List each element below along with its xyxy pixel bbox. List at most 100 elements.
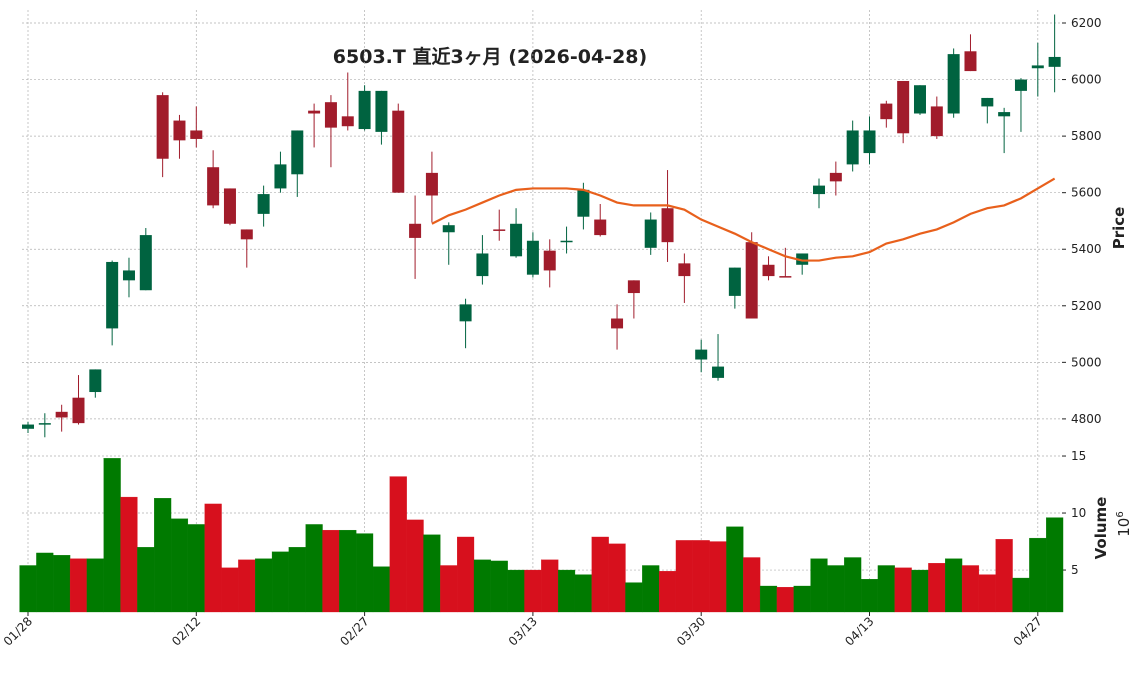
volume-bar <box>675 540 693 613</box>
candle-body <box>947 54 960 114</box>
volume-bar <box>154 498 172 613</box>
volume-bar <box>793 585 811 613</box>
volume-axis-label: Volume <box>1092 497 1110 560</box>
candle-body <box>240 229 253 240</box>
candle-body <box>22 424 34 429</box>
candle-body <box>291 130 304 175</box>
volume-bar <box>356 533 374 613</box>
candle-body <box>425 172 438 196</box>
y-tick-label: 5800 <box>1071 129 1102 143</box>
volume-bar <box>440 565 458 613</box>
x-tick-label: 04/13 <box>842 614 876 648</box>
volume-bar <box>961 565 980 613</box>
candle-body <box>829 172 842 182</box>
y-tick-label: 5000 <box>1071 355 1102 369</box>
candle-body <box>813 185 826 195</box>
moving-average-line <box>431 177 1056 262</box>
candle-body <box>493 229 506 231</box>
volume-bar <box>911 569 929 613</box>
y-tick-label: 6000 <box>1071 73 1102 87</box>
volume-bar <box>137 547 155 613</box>
volume-bar <box>170 518 189 613</box>
volume-bar <box>541 559 559 613</box>
candle-body <box>762 264 775 277</box>
volume-bar <box>372 566 390 613</box>
volume-bar <box>238 559 256 613</box>
candle-body <box>207 167 220 206</box>
volume-bar <box>19 565 37 613</box>
candle-body <box>880 103 893 120</box>
candle-body <box>913 85 926 114</box>
candle-body <box>897 80 910 134</box>
volume-bar <box>406 519 424 613</box>
candle-body <box>981 97 994 107</box>
offset-exponent: 6 <box>1115 511 1126 517</box>
candle-body <box>375 90 388 132</box>
volume-bar <box>928 563 946 613</box>
candle-body <box>38 423 51 425</box>
x-tick-label: 04/27 <box>1011 614 1045 648</box>
volume-bar <box>608 543 626 613</box>
candle-body <box>324 102 337 128</box>
volume-offset: 106 <box>1115 511 1133 536</box>
candle-body <box>274 164 287 189</box>
candle-body <box>611 318 624 329</box>
volume-bar <box>507 569 525 613</box>
volume-bar <box>69 558 88 613</box>
candle-body <box>409 223 422 238</box>
candle-body <box>964 51 977 72</box>
volume-bar <box>187 524 205 613</box>
x-tick-label: 02/12 <box>169 614 203 648</box>
volume-bar <box>389 476 407 613</box>
volume-bar <box>776 586 794 613</box>
x-tick-label: 01/28 <box>1 614 35 648</box>
candle-body <box>1031 65 1044 69</box>
volume-bar <box>36 552 54 613</box>
volume-bar <box>574 574 592 613</box>
candle-body <box>661 208 674 243</box>
volume-bar <box>978 574 996 613</box>
candle-body <box>459 304 472 322</box>
volume-bar <box>524 569 542 613</box>
candle-body <box>510 223 523 257</box>
candle-body <box>476 253 489 277</box>
y-tick-label: 5200 <box>1071 299 1102 313</box>
candle-body <box>930 106 943 137</box>
volume-bar <box>204 503 222 613</box>
volume-bar <box>255 558 273 613</box>
candle-body <box>55 411 68 418</box>
volume-bar <box>1046 517 1064 613</box>
volume-bar <box>877 565 895 613</box>
candle-body <box>106 261 119 329</box>
candle-body <box>846 130 859 165</box>
y-tick-label: 5600 <box>1071 186 1102 200</box>
candle-body <box>156 95 169 159</box>
volume-bar <box>1012 577 1030 613</box>
volume-bar <box>658 571 677 613</box>
volume-bar <box>457 536 475 613</box>
candle-body <box>442 225 455 233</box>
candle-body <box>1014 79 1027 91</box>
y-tick-label: 4800 <box>1071 412 1102 426</box>
volume-bar <box>810 558 828 613</box>
volume-bar <box>759 585 778 613</box>
candle-body <box>392 110 405 193</box>
volume-bar <box>995 539 1013 613</box>
candle-body <box>779 276 792 278</box>
candle-body <box>863 130 876 154</box>
candle-body <box>89 369 102 393</box>
volume-bar <box>221 567 239 613</box>
volume-bar <box>120 496 138 613</box>
candle-body <box>358 90 371 130</box>
chart-title: 6503.T 直近3ヶ月 (2026-04-28) <box>333 45 647 68</box>
candle-body <box>560 240 573 243</box>
candle-body <box>122 270 135 281</box>
volume-bar <box>709 541 727 613</box>
candle-body <box>728 267 741 296</box>
volume-bar <box>1029 537 1047 613</box>
volume-bar <box>322 529 340 613</box>
volume-tick-label: 10 <box>1071 506 1086 520</box>
candle-body <box>796 253 809 265</box>
